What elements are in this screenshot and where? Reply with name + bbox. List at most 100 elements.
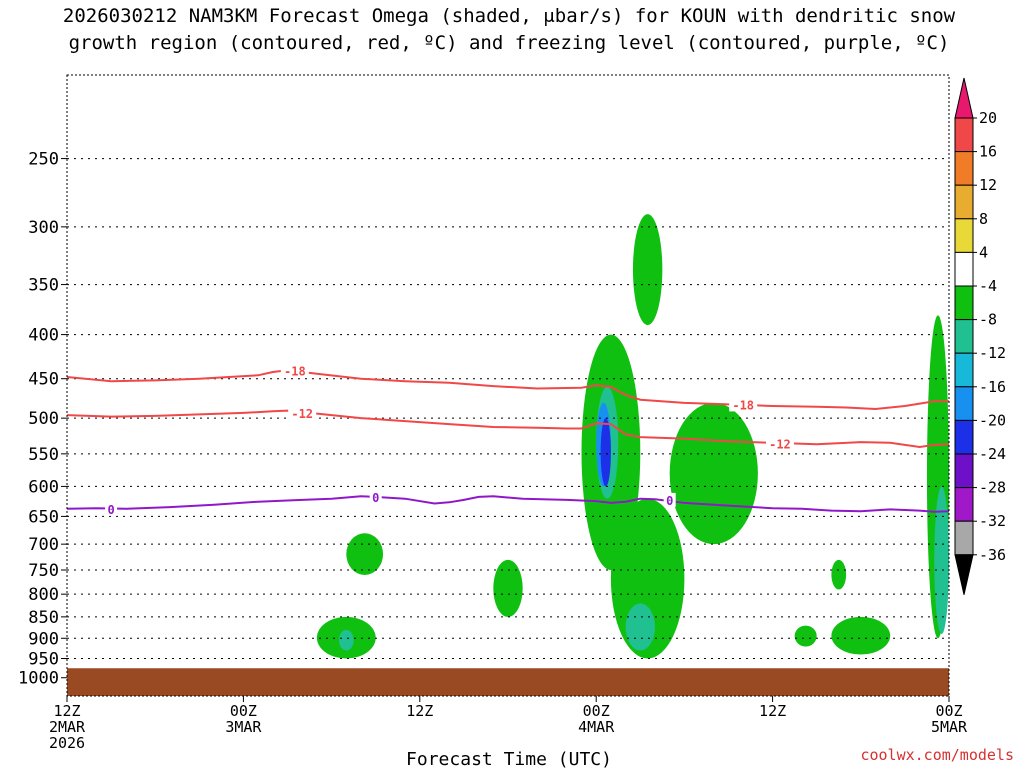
colorbar-segment: [954, 386, 974, 421]
omega-region: [507, 460, 523, 493]
y-tick-label: 450: [28, 370, 59, 390]
colorbar-label: 4: [979, 243, 988, 261]
omega-region: [375, 279, 406, 371]
x-tick-label: 00Z: [583, 702, 610, 720]
x-tick-label: 12Z: [406, 702, 433, 720]
x-tick-label: 2026: [49, 734, 85, 752]
y-tick-label: 250: [28, 150, 59, 170]
colorbar-label: 16: [979, 143, 997, 161]
y-tick-label: 800: [28, 585, 59, 605]
colorbar-segment: [954, 453, 974, 489]
contour-line: [66, 369, 949, 411]
omega-shading: [81, 214, 950, 659]
x-tick-label: 12Z: [759, 702, 786, 720]
omega-region: [831, 616, 891, 655]
y-tick-label: 900: [28, 629, 59, 649]
contour-label: 0: [107, 503, 114, 517]
omega-region: [600, 418, 611, 487]
colorbar-segment: [954, 487, 974, 522]
colorbar-label: -8: [979, 311, 997, 329]
credit-text: coolwx.com/models: [860, 746, 1014, 764]
omega-region: [346, 533, 384, 575]
temperature-contours: -18 -18 -12 -12 0 0 0: [66, 363, 950, 517]
colorbar-top-arrow: [954, 77, 974, 119]
omega-region: [794, 625, 817, 647]
contour-label: -18: [732, 398, 754, 412]
colorbar: 20 16 12 8 4 -4 -8 -12 -16 -20 -24 -28 -32 -36: [954, 77, 1006, 595]
y-tick-label: 950: [28, 650, 59, 670]
y-tick-label: 500: [28, 409, 59, 429]
contour-label-bg: [369, 489, 382, 504]
y-tick-label: 700: [28, 535, 59, 555]
colorbar-segment: [954, 520, 974, 556]
colorbar-label: -36: [979, 546, 1006, 564]
y-tick-label: 750: [28, 561, 59, 581]
plot-area: -18 -18 -12 -12 0 0 0: [66, 74, 950, 697]
contour-line: [66, 495, 950, 513]
omega-region: [81, 574, 97, 604]
omega-region: [831, 559, 847, 590]
contour-label-bg: [765, 436, 794, 451]
ground-surface: [67, 668, 949, 696]
colorbar-label: -32: [979, 512, 1006, 530]
omega-region: [566, 214, 582, 296]
colorbar-label: -4: [979, 277, 997, 295]
contour-line: [66, 409, 950, 449]
colorbar-segment: [954, 285, 974, 321]
omega-region: [353, 251, 369, 316]
omega-region: [338, 629, 354, 651]
colorbar-label: 20: [979, 109, 997, 127]
colorbar-label: -16: [979, 378, 1006, 396]
y-tick-label: 350: [28, 276, 59, 296]
contour-label: 0: [372, 491, 379, 505]
omega-region: [632, 214, 663, 326]
y-axis-ticks: 2503003504004505005506006507007508008509…: [18, 150, 67, 689]
omega-region: [934, 486, 950, 635]
omega-region: [625, 603, 655, 651]
plot-border: [66, 74, 950, 697]
omega-region: [449, 214, 508, 395]
contour-label-bg: [663, 492, 676, 507]
colorbar-segment: [954, 151, 974, 186]
y-tick-label: 650: [28, 507, 59, 527]
x-tick-label: 4MAR: [578, 718, 615, 736]
contour-label-bg: [288, 405, 317, 420]
x-tick-label: 5MAR: [931, 718, 968, 736]
colorbar-segment: [954, 319, 974, 354]
colorbar-label: -28: [979, 479, 1006, 497]
colorbar-label: -20: [979, 411, 1006, 429]
colorbar-segment: [954, 419, 974, 455]
y-tick-label: 1000: [18, 669, 59, 689]
x-axis-label: Forecast Time (UTC): [406, 749, 612, 768]
colorbar-segment: [954, 352, 974, 388]
contour-label-bg: [280, 363, 309, 378]
x-tick-label: 12Z: [53, 702, 80, 720]
colorbar-segment: [954, 218, 974, 253]
colorbar-segment: [954, 117, 974, 153]
colorbar-label: 8: [979, 210, 988, 228]
y-tick-label: 300: [28, 218, 59, 238]
chart-title-line2: growth region (contoured, red, ºC) and f…: [69, 32, 950, 54]
colorbar-bottom-arrow: [954, 554, 974, 595]
chart-title-line1: 2026030212 NAM3KM Forecast Omega (shaded…: [63, 5, 956, 27]
x-tick-label: 3MAR: [225, 718, 262, 736]
colorbar-label: -12: [979, 344, 1006, 362]
colorbar-segment: [954, 184, 974, 220]
y-tick-label: 400: [28, 326, 59, 346]
omega-region: [493, 559, 523, 617]
x-tick-label: 2MAR: [49, 718, 86, 736]
contour-label: -12: [291, 407, 313, 421]
contour-label-bg: [105, 501, 118, 516]
x-tick-label: 00Z: [230, 702, 257, 720]
contour-label: -18: [284, 364, 306, 378]
omega-region: [669, 402, 758, 545]
y-tick-label: 600: [28, 477, 59, 497]
contour-label-bg: [729, 397, 758, 412]
contour-label: 0: [666, 494, 673, 508]
contour-label: -12: [769, 437, 791, 451]
colorbar-label: 12: [979, 176, 997, 194]
y-tick-label: 850: [28, 608, 59, 628]
colorbar-segment: [954, 251, 974, 287]
